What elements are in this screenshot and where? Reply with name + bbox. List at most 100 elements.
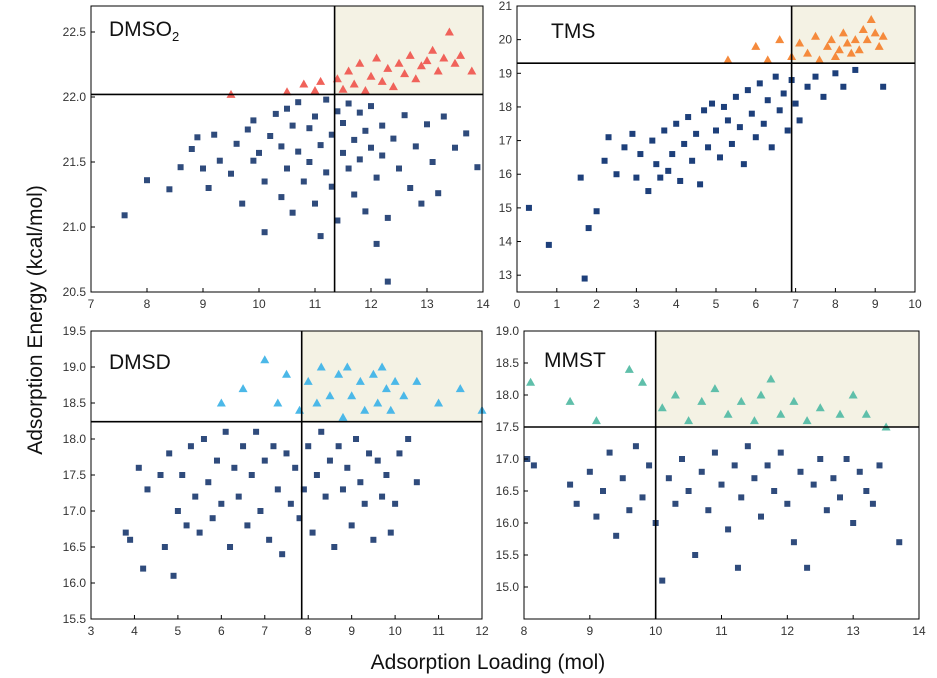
scatter-point-triangle [312,398,322,407]
scatter-point-square [780,90,787,97]
scatter-point-square [850,520,857,526]
scatter-point-square [679,456,685,462]
scatter-point-square [405,436,412,442]
scatter-point-triangle [822,41,832,50]
y-tick-label: 19.0 [496,324,520,338]
scatter-point-square [600,488,606,494]
scatter-point-square [222,428,229,435]
scatter-point-square [187,443,194,450]
x-tick-label: 10 [388,624,402,638]
scatter-point-square [140,565,147,572]
scatter-point-triangle [456,50,466,59]
scatter-point-square [463,130,470,137]
y-tick-label: 18.5 [63,396,87,410]
scatter-point-triangle [861,409,871,418]
x-tick-label: 0 [514,297,521,311]
x-tick-label: 11 [309,297,322,311]
x-tick-label: 4 [673,297,680,311]
scatter-point-square [244,522,251,529]
scatter-point-square [209,515,216,522]
scatter-point-square [820,93,827,100]
scatter-point-square [728,140,735,147]
scatter-point-triangle [838,28,848,37]
y-tick-label: 18.0 [496,388,520,402]
scatter-point-square [284,165,290,172]
scatter-point-triangle [394,58,404,67]
scatter-point-square [368,144,374,151]
scatter-point-square [744,87,751,94]
panel-title: DMSO2 [109,18,179,44]
scatter-point-triangle [766,374,776,383]
scatter-point-square [435,190,442,197]
scatter-point-triangle [697,396,707,405]
scatter-point-square [295,148,302,155]
x-tick-label: 3 [633,297,640,311]
x-tick-label: 12 [475,624,489,638]
scatter-point-square [356,156,363,163]
scatter-point-square [396,450,403,457]
scatter-point-square [777,449,784,456]
scatter-point-square [659,577,666,584]
scatter-point-square [287,500,294,507]
y-tick-label: 17.0 [496,452,520,466]
scatter-point-square [166,450,173,457]
y-tick-label: 16.5 [63,540,87,554]
scatter-point-triangle [775,35,785,44]
scatter-point-square [585,225,592,232]
scatter-point-triangle [870,28,880,37]
scatter-point-square [357,479,364,486]
scatter-point-square [440,113,447,120]
scatter-point-square [179,472,186,478]
x-tick-label: 6 [218,624,225,638]
scatter-point-square [379,122,386,129]
scatter-point-triangle [862,35,872,44]
scatter-point-triangle [310,86,320,94]
scatter-point-triangle [736,396,746,405]
scatter-point-square [823,507,830,514]
x-tick-label: 8 [305,624,312,638]
scatter-point-square [792,100,799,107]
scatter-point-triangle [803,48,813,57]
scatter-point-square [852,66,859,73]
scatter-point-square [639,494,646,501]
scatter-point-square [593,208,600,215]
scatter-point-square [843,456,850,462]
scatter-point-square [601,157,608,164]
scatter-point-square [771,488,778,494]
scatter-point-square [736,124,743,131]
y-tick-label: 15 [499,201,513,215]
scatter-point-square [183,522,190,529]
scatter-point-triangle [373,398,383,407]
scatter-point-square [334,217,341,224]
y-tick-label: 15.5 [63,612,87,626]
scatter-point-triangle [412,376,422,385]
scatter-point-triangle [416,61,426,70]
scatter-point-square [830,475,837,482]
scatter-point-square [188,146,195,152]
y-tick-label: 16.0 [496,516,520,530]
scatter-point-square [837,494,843,501]
y-tick-label: 16.0 [63,576,87,590]
scatter-point-square [306,125,313,132]
panel-0: 7 8 9 10 11 12 13 14 20.5 21.0 21.5 22.0 22.5 DMSO2 [63,5,490,311]
y-tick-label: 19.0 [63,360,87,374]
scatter-point-square [368,103,374,110]
scatter-point-square [213,457,220,464]
scatter-point-square [362,208,369,215]
x-tick-label: 10 [649,624,663,638]
scatter-point-square [817,456,824,462]
x-tick-label: 4 [131,624,138,638]
y-tick-label: 14 [499,235,513,249]
scatter-point-square [697,181,704,188]
scatter-point-square [383,472,390,478]
scatter-point-square [305,443,312,450]
y-tick-label: 16.5 [496,484,520,498]
scatter-point-square [876,462,883,469]
scatter-point-square [121,212,128,219]
scatter-point-triangle [811,31,820,40]
scatter-point-triangle [334,369,344,378]
scatter-point-square [474,164,481,171]
scatter-point-square [335,443,342,450]
scatter-point-square [665,167,672,174]
scatter-point-square [379,152,386,159]
